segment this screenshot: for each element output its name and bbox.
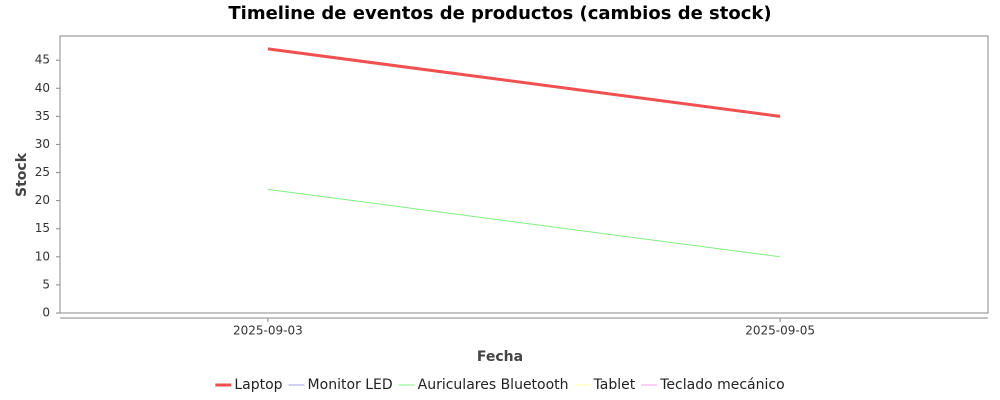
legend-label: Auriculares Bluetooth — [418, 377, 569, 393]
y-tick-label: 40 — [35, 81, 50, 95]
chart-title: Timeline de eventos de productos (cambio… — [228, 3, 771, 24]
y-tick-label: 5 — [42, 277, 50, 291]
y-tick-label: 30 — [35, 137, 50, 151]
x-axis-label: Fecha — [477, 349, 523, 365]
y-tick-label: 25 — [35, 165, 50, 179]
legend-label: Teclado mecánico — [659, 377, 784, 393]
y-tick-label: 45 — [35, 53, 50, 67]
legend: Laptop Monitor LED Auriculares Bluetooth Ta… — [215, 377, 785, 393]
y-tick-label: 35 — [35, 109, 50, 123]
x-tick-label: 2025-09-05 — [745, 324, 815, 338]
y-tick-label: 20 — [35, 193, 50, 207]
y-tick-label: 0 — [42, 306, 50, 320]
y-axis-label: Stock — [14, 152, 30, 197]
y-tick-label: 10 — [35, 249, 50, 263]
x-tick-label: 2025-09-03 — [233, 324, 303, 338]
series-line — [267, 47, 781, 118]
series-line — [267, 188, 781, 258]
legend-label: Monitor LED — [308, 377, 393, 393]
legend-label: Tablet — [593, 377, 636, 393]
y-tick-label: 15 — [35, 221, 50, 235]
plot-frame — [59, 35, 989, 314]
legend-label: Laptop — [234, 377, 282, 393]
